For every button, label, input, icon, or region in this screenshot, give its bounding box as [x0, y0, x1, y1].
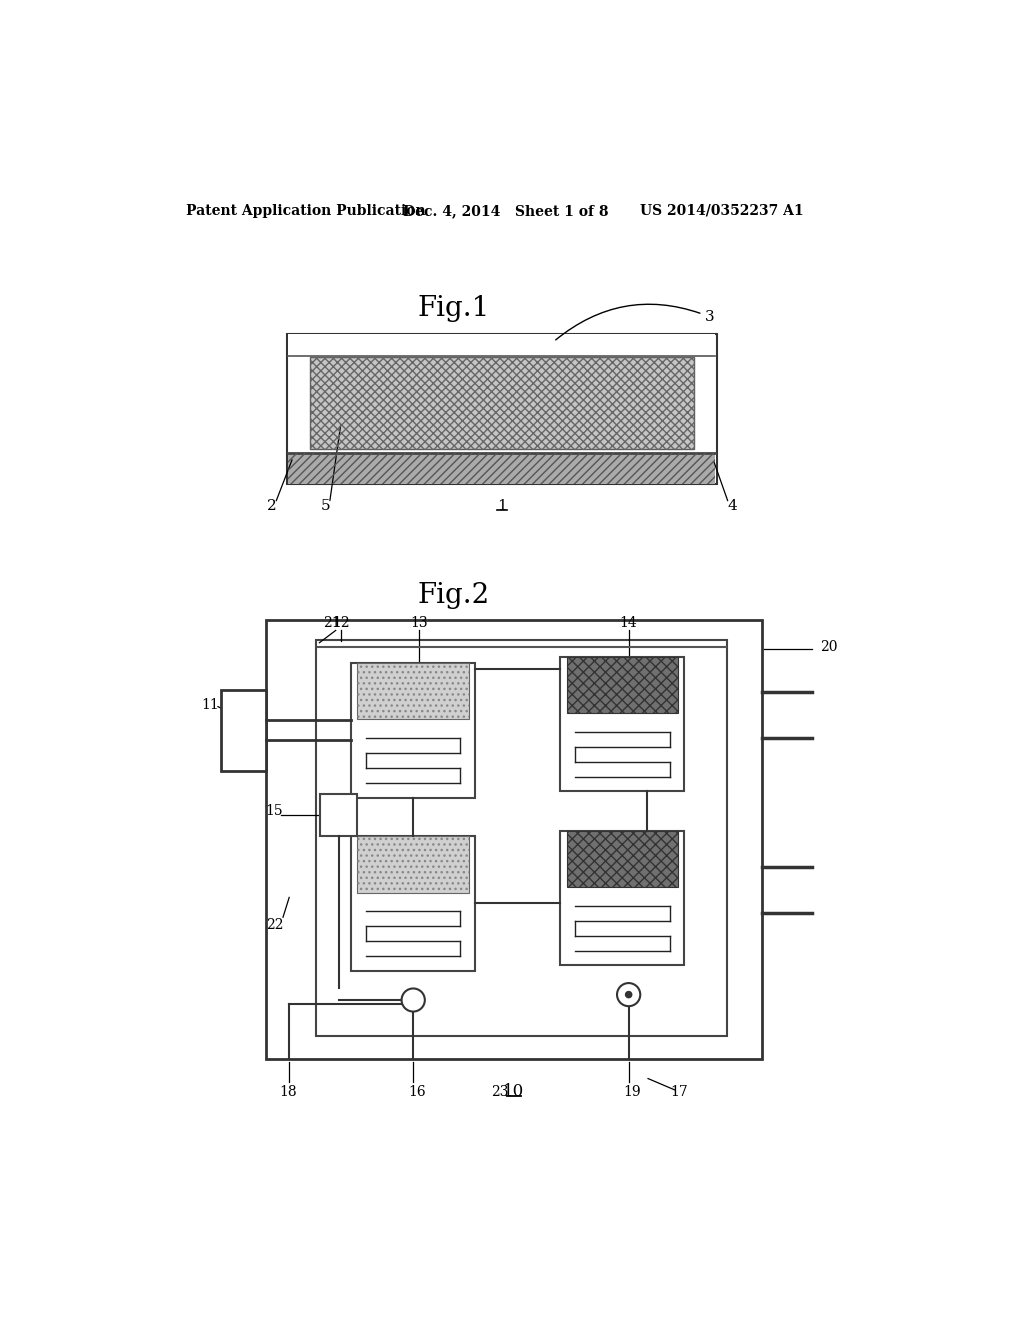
Text: 13: 13 — [411, 615, 428, 630]
Circle shape — [401, 989, 425, 1011]
Bar — [560, 656, 684, 792]
Bar — [351, 663, 475, 797]
Text: Patent Application Publication: Patent Application Publication — [186, 203, 426, 218]
Bar — [321, 793, 357, 836]
Text: 11: 11 — [202, 698, 219, 711]
Bar — [266, 620, 762, 1059]
Text: 21: 21 — [323, 615, 341, 630]
Circle shape — [626, 991, 632, 998]
Bar — [351, 836, 475, 970]
Text: 20: 20 — [820, 640, 838, 655]
Bar — [316, 640, 727, 1036]
Text: 12: 12 — [333, 615, 350, 630]
Text: Fig.2: Fig.2 — [418, 582, 489, 610]
Text: 18: 18 — [279, 1085, 297, 1098]
Text: Dec. 4, 2014   Sheet 1 of 8: Dec. 4, 2014 Sheet 1 of 8 — [403, 203, 608, 218]
Text: Fig.1: Fig.1 — [418, 296, 489, 322]
Text: US 2014/0352237 A1: US 2014/0352237 A1 — [640, 203, 803, 218]
Text: 5: 5 — [321, 499, 331, 512]
Bar — [566, 656, 678, 713]
Text: 4: 4 — [728, 499, 737, 512]
Bar — [221, 689, 266, 771]
Bar — [289, 453, 716, 484]
Bar — [289, 453, 716, 484]
Text: 22: 22 — [266, 919, 284, 932]
Bar — [357, 836, 469, 892]
Bar — [566, 830, 678, 887]
Text: 23: 23 — [490, 1085, 508, 1098]
Text: 16: 16 — [409, 1085, 426, 1098]
Bar — [287, 334, 717, 484]
Bar — [310, 358, 693, 449]
Bar — [289, 334, 716, 355]
Bar — [357, 836, 469, 892]
Bar — [560, 830, 684, 965]
Text: 3: 3 — [556, 304, 715, 339]
Bar — [357, 663, 469, 719]
Bar — [566, 656, 678, 713]
Text: 10: 10 — [504, 1084, 524, 1100]
Bar — [310, 358, 693, 449]
Text: 14: 14 — [620, 615, 638, 630]
Bar — [357, 663, 469, 719]
Circle shape — [617, 983, 640, 1006]
Text: 17: 17 — [670, 1085, 688, 1098]
Text: 2: 2 — [266, 499, 276, 512]
Text: 19: 19 — [624, 1085, 641, 1098]
Bar — [566, 830, 678, 887]
Text: 15: 15 — [265, 804, 283, 817]
Text: 1: 1 — [497, 499, 507, 512]
